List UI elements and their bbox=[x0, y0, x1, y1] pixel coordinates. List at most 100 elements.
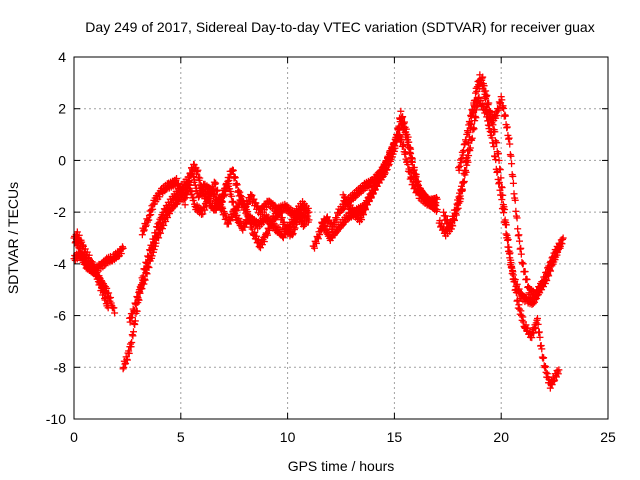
data-point bbox=[194, 166, 202, 174]
data-point bbox=[383, 166, 391, 174]
data-point bbox=[267, 222, 275, 230]
data-point bbox=[547, 260, 555, 268]
data-point bbox=[289, 230, 297, 238]
y-tick-label: -6 bbox=[54, 308, 67, 324]
data-point bbox=[511, 196, 519, 204]
y-tick-label: 2 bbox=[58, 101, 66, 117]
data-point bbox=[491, 128, 499, 136]
data-point bbox=[460, 147, 468, 155]
data-point bbox=[463, 154, 471, 162]
data-point bbox=[104, 304, 112, 312]
data-point bbox=[233, 181, 241, 189]
data-point bbox=[251, 228, 259, 236]
data-point bbox=[131, 317, 139, 325]
data-point bbox=[555, 366, 563, 374]
data-point bbox=[497, 174, 505, 182]
data-point bbox=[212, 179, 220, 187]
data-point bbox=[495, 178, 503, 186]
data-point bbox=[494, 150, 502, 158]
data-point bbox=[265, 226, 273, 234]
data-point bbox=[123, 356, 131, 364]
data-point bbox=[173, 175, 181, 183]
data-point bbox=[132, 300, 140, 308]
data-point bbox=[187, 164, 195, 172]
y-tick-label: -4 bbox=[54, 256, 67, 272]
data-point bbox=[492, 156, 500, 164]
tick-labels: 0 5 10 15 20 25 -10 -8 -6 -4 -2 0 2 4 bbox=[46, 49, 616, 445]
data-point bbox=[138, 285, 146, 293]
data-point bbox=[128, 339, 136, 347]
data-point bbox=[393, 133, 401, 141]
data-point bbox=[231, 174, 239, 182]
data-point bbox=[311, 244, 319, 252]
x-tick-label: 0 bbox=[70, 429, 78, 445]
data-point bbox=[156, 193, 164, 201]
data-point bbox=[400, 140, 408, 148]
data-point bbox=[512, 289, 520, 297]
data-point bbox=[467, 113, 475, 121]
data-point bbox=[220, 192, 228, 200]
data-point bbox=[250, 195, 258, 203]
data-point bbox=[145, 264, 153, 272]
data-point bbox=[407, 174, 415, 182]
data-point bbox=[506, 249, 514, 257]
y-axis-label: SDTVAR / TECUs bbox=[5, 182, 21, 294]
data-point bbox=[510, 278, 518, 286]
data-point bbox=[504, 236, 512, 244]
data-point bbox=[509, 179, 517, 187]
data-point bbox=[323, 225, 331, 233]
data-point bbox=[312, 239, 320, 247]
data-point bbox=[484, 110, 492, 118]
data-point bbox=[493, 112, 501, 120]
data-point bbox=[381, 171, 389, 179]
data-point bbox=[264, 231, 272, 239]
data-point bbox=[508, 160, 516, 168]
data-point bbox=[414, 177, 422, 185]
data-point bbox=[227, 192, 235, 200]
data-point bbox=[505, 134, 513, 142]
data-point bbox=[96, 280, 104, 288]
data-point bbox=[278, 214, 286, 222]
data-point bbox=[503, 123, 511, 131]
data-point bbox=[506, 140, 514, 148]
data-point bbox=[534, 320, 542, 328]
data-point bbox=[466, 119, 474, 127]
x-axis-label: GPS time / hours bbox=[288, 458, 395, 474]
data-point bbox=[408, 155, 416, 163]
data-point bbox=[461, 167, 469, 175]
data-point bbox=[482, 106, 490, 114]
data-point bbox=[557, 239, 565, 247]
data-points bbox=[70, 71, 567, 392]
data-point bbox=[88, 258, 96, 266]
data-point bbox=[120, 363, 128, 371]
data-point bbox=[130, 328, 138, 336]
data-point bbox=[111, 309, 119, 317]
data-point bbox=[102, 293, 110, 301]
x-tick-label: 5 bbox=[177, 429, 185, 445]
x-tick-label: 20 bbox=[493, 429, 509, 445]
data-point bbox=[540, 354, 548, 362]
data-point bbox=[399, 113, 407, 121]
x-tick-label: 10 bbox=[280, 429, 296, 445]
data-point bbox=[407, 145, 415, 153]
data-point bbox=[409, 178, 417, 186]
data-point bbox=[367, 193, 375, 201]
data-point bbox=[433, 206, 441, 214]
data-point bbox=[521, 268, 529, 276]
data-point bbox=[541, 362, 549, 370]
data-point bbox=[152, 239, 160, 247]
data-point bbox=[495, 105, 503, 113]
data-point bbox=[143, 270, 151, 278]
data-point bbox=[502, 221, 510, 229]
data-point bbox=[224, 180, 232, 188]
data-point bbox=[199, 210, 207, 218]
data-point bbox=[514, 225, 522, 233]
data-point bbox=[90, 262, 98, 270]
data-point bbox=[446, 225, 454, 233]
data-point bbox=[141, 276, 149, 284]
data-point bbox=[189, 172, 197, 180]
data-point bbox=[218, 198, 226, 206]
data-point bbox=[498, 184, 506, 192]
data-point bbox=[458, 155, 466, 163]
